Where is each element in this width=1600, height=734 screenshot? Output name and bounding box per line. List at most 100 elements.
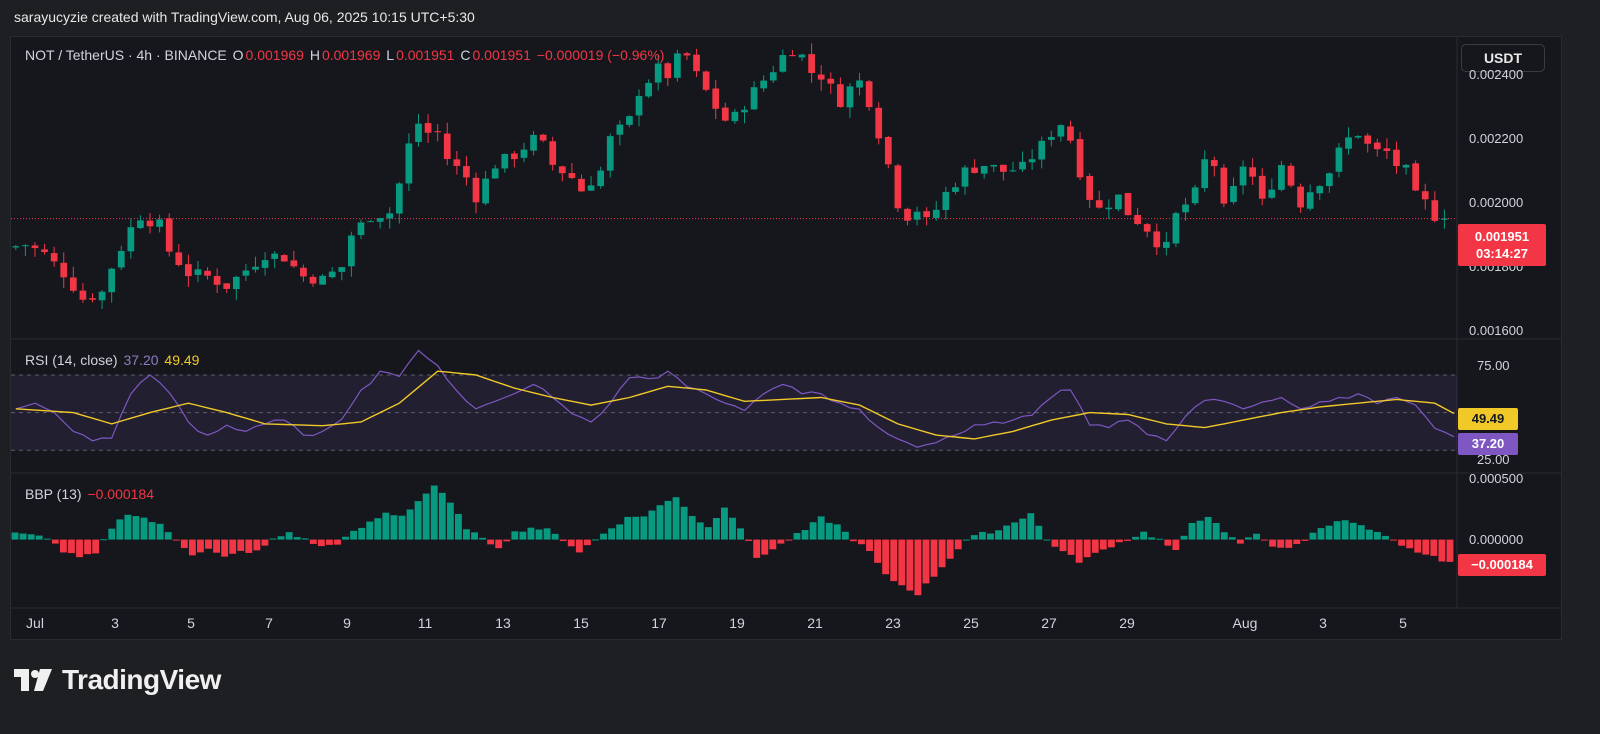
bbp-bar [309, 539, 317, 544]
bbp-bar [180, 539, 188, 549]
symbol-label[interactable]: NOT / TetherUS · 4h · BINANCE [25, 47, 227, 63]
candle-body [1393, 149, 1400, 166]
candle-body [990, 164, 998, 167]
candle-body [875, 107, 883, 139]
candle-body [376, 218, 384, 222]
bbp-bar [592, 539, 599, 541]
bbp-bar [108, 528, 116, 540]
bbp-bar [729, 517, 736, 540]
candle-body [760, 80, 768, 89]
candle-body [1067, 126, 1074, 141]
bbp-bar [422, 493, 430, 540]
rsi-ma-value: 49.49 [164, 352, 200, 368]
bbp-bar [1373, 532, 1381, 540]
candle-body [204, 270, 211, 276]
bbp-bar [1301, 539, 1309, 541]
bbp-bar [245, 539, 253, 553]
bbp-bar [68, 539, 75, 554]
bbp-bar [769, 539, 777, 550]
candle-body [165, 218, 173, 252]
bbp-bar [1333, 521, 1341, 540]
bbp-label[interactable]: BBP (13) [25, 486, 82, 502]
bbp-bar [1446, 539, 1454, 562]
bbp-bar [1083, 539, 1091, 558]
candle-body [501, 154, 509, 169]
candle-body [271, 253, 279, 259]
candle-body [1364, 135, 1372, 144]
bbp-bar [841, 531, 849, 540]
candle-body [616, 124, 624, 135]
bbp-bar [785, 539, 793, 541]
candle-body [635, 95, 643, 116]
bbp-bar [1075, 539, 1083, 563]
candle-body [108, 268, 116, 293]
open-value: 0.001969 [245, 47, 304, 63]
candle-body [328, 271, 336, 278]
candle-body [664, 63, 672, 79]
candle-body [415, 123, 422, 142]
candle-body [117, 250, 125, 268]
bbp-bar [358, 527, 366, 540]
candle-body [482, 178, 489, 204]
candle-body [1230, 185, 1237, 203]
brand-name: TradingView [62, 664, 221, 695]
candle-body [904, 208, 911, 221]
chart-canvas[interactable] [11, 37, 1561, 639]
bbp-bar [737, 528, 744, 540]
rsi-legend: RSI (14, close) 37.20 49.49 [25, 352, 201, 368]
bbp-bar [1196, 520, 1204, 540]
bbp-bar [898, 539, 906, 586]
candle-body [319, 275, 326, 285]
bbp-bar [414, 501, 422, 540]
candle-body [674, 53, 681, 78]
candle-body [769, 72, 777, 81]
candle-body [1000, 164, 1007, 172]
change-value: −0.000019 (−0.96%) [536, 47, 665, 63]
bbp-tick-label: 0.000500 [1469, 471, 1524, 487]
chart-frame[interactable]: NOT / TetherUS · 4h · BINANCE O 0.001969 … [10, 36, 1562, 640]
candle-body [1335, 147, 1343, 172]
candle-body [1278, 165, 1285, 190]
time-tick-label: 3 [111, 615, 119, 631]
candle-body [185, 264, 192, 277]
candle-body [463, 166, 470, 178]
bbp-bar [535, 529, 543, 540]
currency-button[interactable]: USDT [1461, 44, 1545, 72]
candle-body [175, 252, 183, 266]
bbp-bar [1124, 539, 1131, 541]
bbp-tag: −0.000184 [1458, 554, 1546, 576]
bbp-bar [1156, 538, 1164, 540]
price-tick-label: 0.002400 [1469, 67, 1524, 83]
candle-body [932, 209, 940, 218]
bbp-bar [543, 528, 551, 540]
candle-body [1249, 167, 1257, 177]
tradingview-logo[interactable]: TradingView [14, 664, 221, 696]
bbp-bar [350, 530, 358, 540]
bbp-legend: BBP (13) −0.000184 [25, 486, 156, 502]
bbp-bar [1438, 539, 1446, 562]
bbp-bar [164, 532, 172, 540]
candle-body [894, 165, 902, 209]
rsi-tick-label: 75.00 [1477, 357, 1510, 373]
candle-body [731, 111, 739, 122]
bbp-bar [1382, 535, 1389, 540]
bbp-bar [962, 539, 970, 541]
bbp-bar [1188, 522, 1196, 540]
bbp-bar [35, 535, 43, 540]
time-tick-label: Aug [1232, 615, 1258, 631]
candle-body [712, 88, 720, 109]
rsi-value: 37.20 [123, 352, 159, 368]
bbp-bar [1406, 539, 1414, 549]
bbp-bar [890, 539, 898, 582]
candle-body [1019, 161, 1026, 170]
rsi-label[interactable]: RSI (14, close) [25, 352, 118, 368]
rsi-tag: 37.20 [1458, 433, 1518, 455]
candle-body [1325, 173, 1333, 187]
bbp-bar [342, 536, 349, 540]
bbp-bar [277, 536, 285, 540]
bbp-bar [188, 539, 196, 556]
candle-body [89, 298, 96, 300]
candle-body [856, 80, 863, 88]
bbp-bar [406, 509, 414, 540]
bbp-bar [293, 537, 301, 540]
